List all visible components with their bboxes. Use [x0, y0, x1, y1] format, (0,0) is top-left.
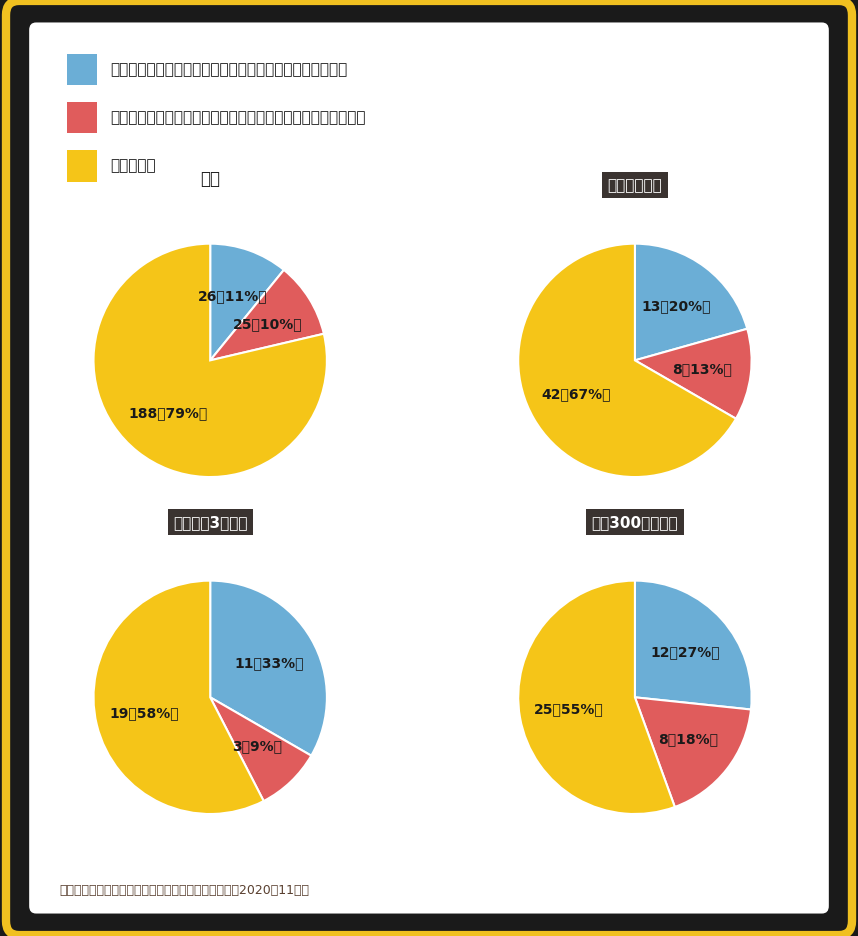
- Wedge shape: [635, 697, 751, 807]
- Text: 25（10%）: 25（10%）: [233, 317, 302, 331]
- Bar: [68, 53, 97, 85]
- Text: 8（18%）: 8（18%）: [658, 732, 718, 746]
- Text: コロナ前から他の生活費を優先し、食費を削ることがある: コロナ前から他の生活費を優先し、食費を削ることがある: [111, 62, 348, 77]
- Text: 年収300万円未満: 年収300万円未満: [592, 515, 678, 530]
- Bar: [68, 150, 97, 182]
- Wedge shape: [94, 243, 327, 477]
- Text: 子どもが3人以上: 子どもが3人以上: [173, 515, 247, 530]
- Text: ひとり親世帯: ひとり親世帯: [607, 178, 662, 193]
- Text: 19（58%）: 19（58%）: [110, 707, 179, 721]
- Text: 12（27%）: 12（27%）: [650, 645, 720, 659]
- Text: 3（9%）: 3（9%）: [232, 739, 282, 753]
- Wedge shape: [635, 580, 752, 709]
- Text: 42（67%）: 42（67%）: [541, 388, 611, 402]
- Wedge shape: [210, 697, 311, 801]
- Wedge shape: [635, 243, 747, 360]
- Text: 13（20%）: 13（20%）: [641, 300, 710, 314]
- Text: 全体: 全体: [200, 170, 221, 188]
- Text: 26（11%）: 26（11%）: [198, 289, 268, 303]
- Text: 丹波篠山市内の子育て世帯を対象としたアンケート（2020年11月）: 丹波篠山市内の子育て世帯を対象としたアンケート（2020年11月）: [59, 884, 310, 897]
- Text: 8（13%）: 8（13%）: [672, 362, 732, 375]
- Wedge shape: [210, 270, 323, 360]
- Wedge shape: [94, 580, 263, 814]
- Wedge shape: [518, 243, 736, 477]
- Wedge shape: [210, 243, 284, 360]
- Text: 25（55%）: 25（55%）: [534, 702, 603, 716]
- Text: 188（79%）: 188（79%）: [129, 406, 208, 420]
- Wedge shape: [210, 580, 327, 755]
- Bar: [68, 102, 97, 133]
- Wedge shape: [518, 580, 675, 814]
- Wedge shape: [635, 329, 752, 418]
- Text: コロナの影響で食費を削った（量を減らした／質を落とした）: コロナの影響で食費を削った（量を減らした／質を落とした）: [111, 110, 366, 125]
- Text: 変わりなし: 変わりなし: [111, 158, 156, 173]
- Text: 11（33%）: 11（33%）: [234, 656, 304, 670]
